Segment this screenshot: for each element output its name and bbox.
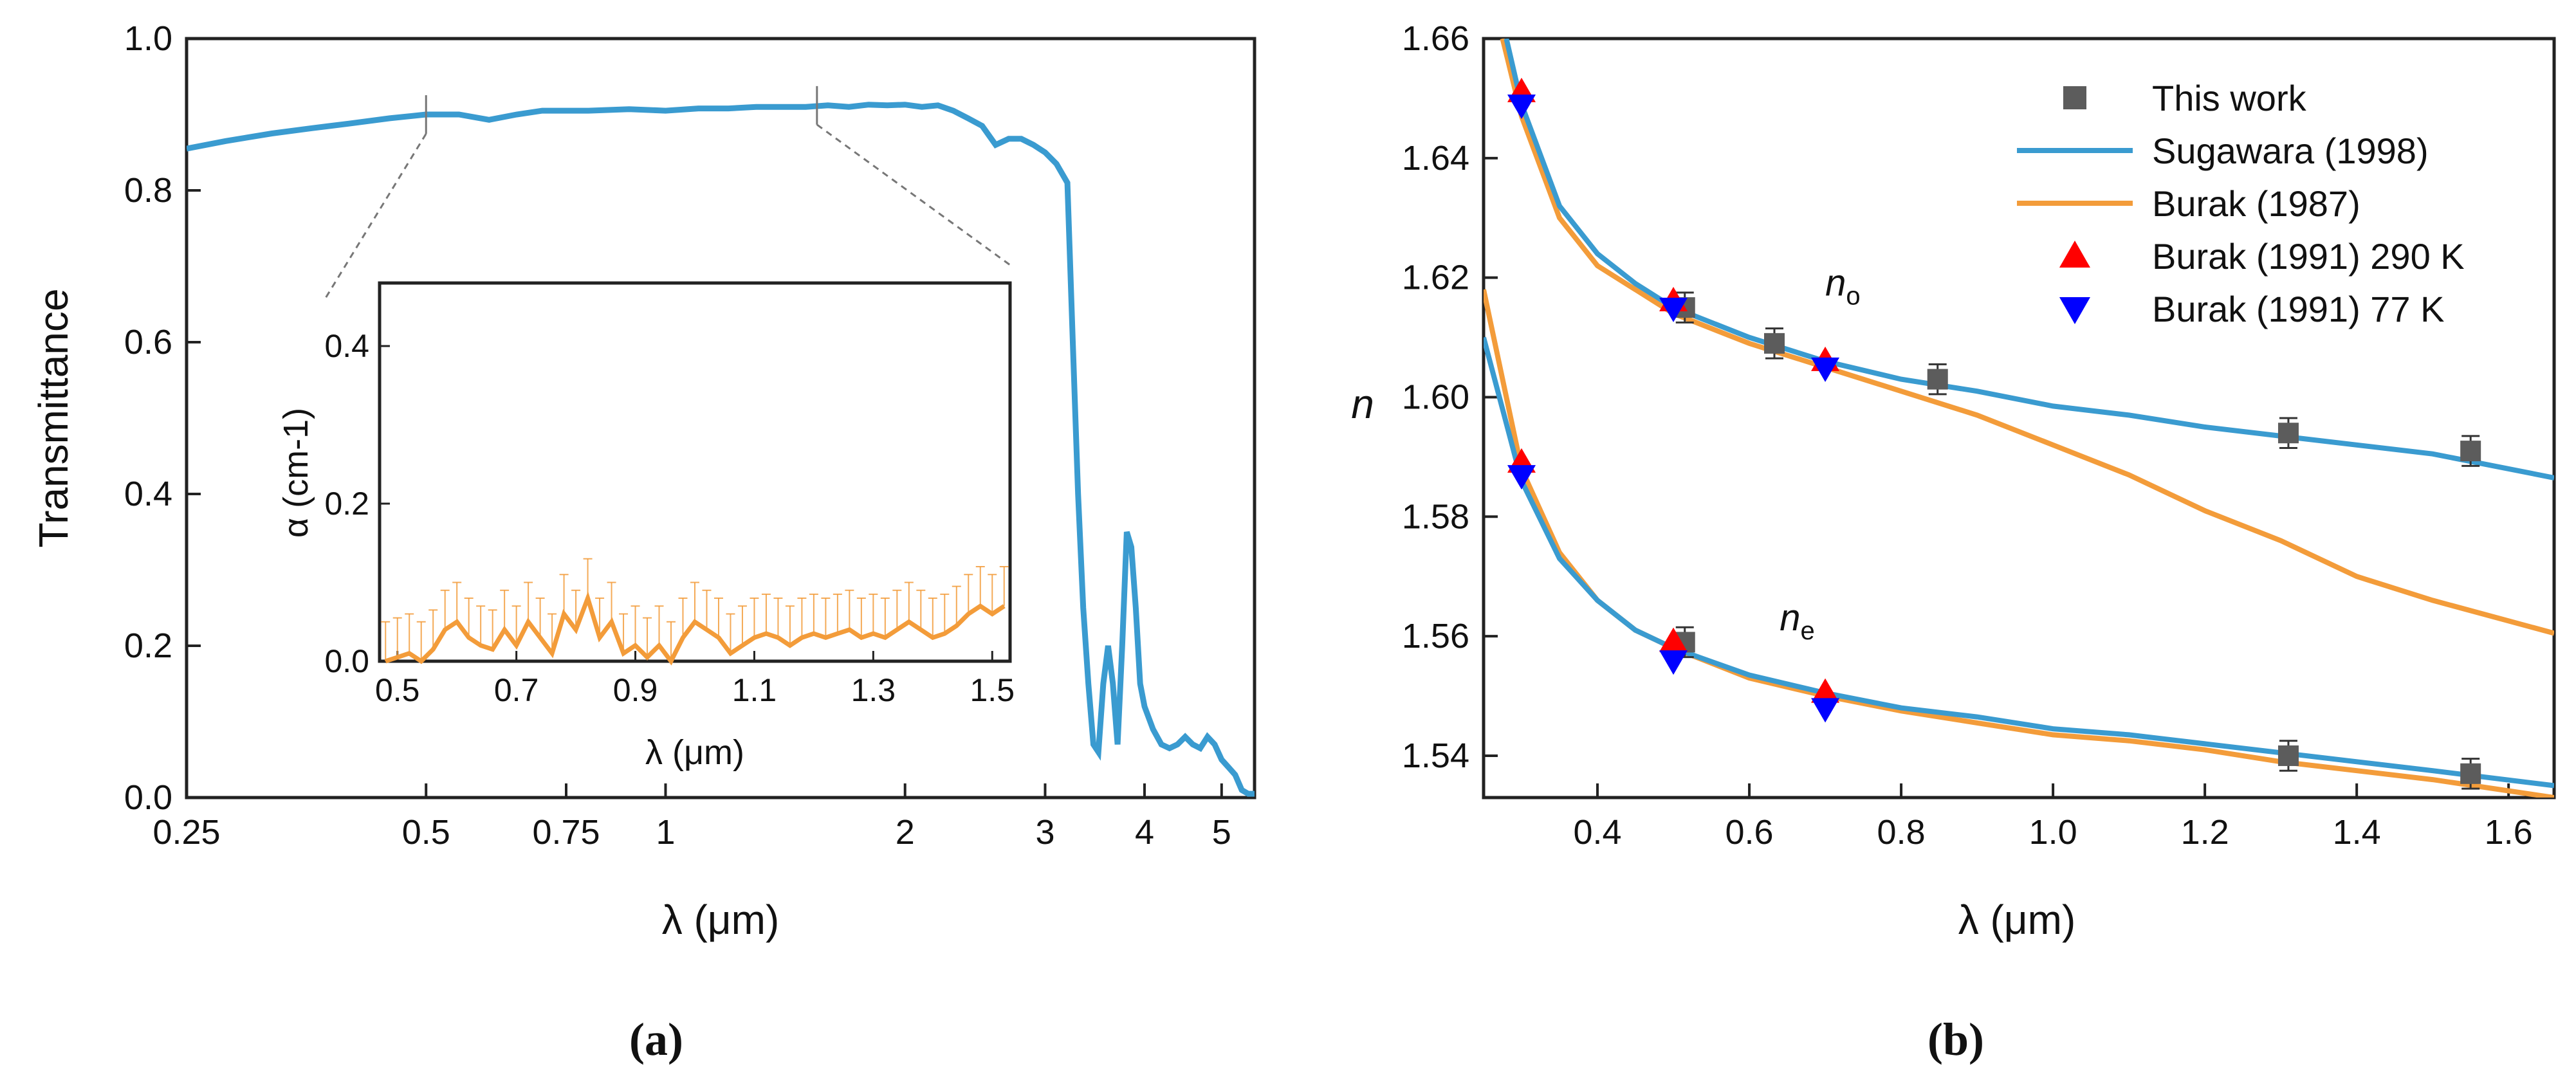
panel-a-ylabel: Transmittance — [30, 288, 77, 547]
burak-1991-290k-point — [1659, 627, 1688, 652]
x-tick-label: 1.2 — [2181, 813, 2229, 852]
y-tick-label: 1.58 — [1402, 497, 1469, 536]
x-tick-label: 1.0 — [2029, 813, 2077, 852]
legend-symbol-burak-77k — [2059, 297, 2090, 324]
this-work-point — [2460, 763, 2481, 784]
x-tick-label: 0.4 — [1573, 813, 1621, 852]
alpha-line — [385, 591, 1006, 666]
x-tick-label: 1 — [656, 813, 675, 852]
panel-a-x-ticks: 0.25 0.5 0.75 1 2 3 4 5 — [152, 783, 1231, 852]
x-tick-label: 0.25 — [152, 813, 220, 852]
this-work-point — [2277, 423, 2299, 444]
y-tick-label: 1.66 — [1402, 19, 1469, 58]
panel-a-label: (a) — [629, 1014, 683, 1065]
x-tick-label: 0.5 — [402, 813, 450, 852]
burak-1991-77k-point — [1507, 95, 1536, 120]
this-work-point — [2277, 745, 2299, 766]
y-tick-label: 1.62 — [1402, 259, 1469, 297]
legend-label: Burak (1991) 290 K — [2152, 236, 2465, 277]
curve-burak-1987-no — [1500, 39, 2554, 636]
panel-a: 0.25 0.5 0.75 1 2 3 4 5 0.0 0.2 0.4 0.6 0.8 1.0 Tran… — [30, 19, 1256, 1065]
inset-x-tick-label: 0.7 — [494, 672, 539, 708]
x-tick-label: 3 — [1035, 813, 1054, 852]
panel-a-range-markers — [324, 86, 1011, 300]
panel-a-y-ticks: 0.0 0.2 0.4 0.6 0.8 1.0 — [124, 19, 201, 817]
legend-symbol-burak-290k — [2059, 241, 2090, 268]
x-tick-label: 0.6 — [1725, 813, 1774, 852]
panel-b-annotations: no ne — [1780, 262, 1860, 645]
panel-b-x-ticks: 0.4 0.6 0.8 1.0 1.2 1.4 1.6 — [1573, 783, 2533, 852]
panel-b-label: (b) — [1927, 1014, 1984, 1065]
panel-b-axes-frame — [1482, 37, 2556, 799]
y-tick-label: 1.64 — [1402, 139, 1469, 178]
legend-symbol-this-work — [2063, 86, 2086, 109]
inset-y-tick-label: 0.2 — [324, 486, 369, 522]
x-tick-label: 4 — [1135, 813, 1154, 852]
y-tick-label: 1.0 — [124, 19, 172, 58]
inset-x-tick-label: 0.5 — [375, 672, 420, 708]
panel-a-inset: 0.5 0.7 0.9 1.1 1.3 1.5 0.0 0.2 0.4 λ (μm) α (c… — [277, 281, 1015, 772]
transmittance-line — [187, 102, 1255, 797]
inset-x-tick-label: 1.1 — [732, 672, 777, 708]
y-tick-label: 0.2 — [124, 626, 172, 665]
burak-1991-290k-point — [1811, 678, 1840, 703]
legend-label: Burak (1987) — [2152, 183, 2360, 224]
y-tick-label: 0.4 — [124, 475, 172, 513]
panel-b: 0.4 0.6 0.8 1.0 1.2 1.4 1.6 1.541.561.581.601.… — [1351, 19, 2556, 1065]
inset-ylabel: α (cm-1) — [277, 408, 315, 538]
legend-label: Burak (1991) 77 K — [2152, 289, 2444, 329]
inset-xlabel: λ (μm) — [645, 733, 744, 772]
panel-b-xlabel: λ (μm) — [1958, 897, 2076, 943]
curve-label-no: no — [1825, 262, 1861, 311]
panel-b-legend: This work Sugawara (1998) Burak (1987) Bura… — [2017, 78, 2465, 329]
inset-y-ticks: 0.0 0.2 0.4 — [324, 328, 390, 679]
burak-1991-77k-point — [1507, 465, 1536, 490]
inset-x-tick-label: 0.9 — [613, 672, 658, 708]
burak-1991-77k-point — [1659, 297, 1688, 322]
y-tick-label: 0.0 — [124, 778, 172, 817]
x-tick-label: 1.6 — [2485, 813, 2533, 852]
panel-b-ylabel: n — [1351, 381, 1374, 427]
panel-b-curves — [1484, 39, 2554, 798]
panel-b-y-ticks: 1.54 1.56 1.58 1.60 1.62 1.64 1.66 — [1402, 19, 1498, 775]
x-tick-label: 2 — [896, 813, 915, 852]
panel-a-xlabel: λ (μm) — [662, 897, 780, 943]
this-work-point — [1927, 369, 1948, 390]
connector-right — [816, 123, 1011, 266]
curve-sugawara-1998-ne — [1484, 336, 2554, 789]
curve-sugawara-1998-no — [1504, 39, 2554, 480]
x-tick-label: 1.4 — [2333, 813, 2381, 852]
x-tick-label: 0.8 — [1877, 813, 1926, 852]
y-tick-label: 0.8 — [124, 171, 172, 210]
burak-1991-77k-point — [1811, 698, 1840, 723]
burak-1991-77k-point — [1811, 357, 1840, 382]
y-tick-label: 0.6 — [124, 323, 172, 361]
inset-x-tick-label: 1.3 — [851, 672, 896, 708]
legend-label: This work — [2152, 78, 2307, 118]
inset-y-tick-label: 0.0 — [324, 643, 369, 679]
legend-label: Sugawara (1998) — [2152, 131, 2429, 171]
panel-a-axes-frame — [185, 37, 1256, 799]
this-work-point — [1763, 333, 1785, 354]
y-tick-label: 1.60 — [1402, 378, 1469, 416]
inset-errorbars — [381, 558, 1009, 661]
inset-x-tick-label: 1.5 — [970, 672, 1015, 708]
x-tick-label: 5 — [1212, 813, 1231, 852]
connector-left — [324, 133, 427, 300]
y-tick-label: 1.56 — [1402, 617, 1469, 655]
x-tick-label: 0.75 — [532, 813, 600, 852]
y-tick-label: 1.54 — [1402, 736, 1469, 775]
curve-label-subscript: o — [1846, 282, 1860, 311]
panel-b-points — [1507, 77, 2481, 790]
burak-1991-77k-point — [1659, 650, 1688, 675]
curve-label-ne: ne — [1780, 597, 1815, 645]
inset-y-tick-label: 0.4 — [324, 328, 369, 364]
this-work-point — [2460, 441, 2481, 462]
curve-label-subscript: e — [1801, 617, 1815, 645]
